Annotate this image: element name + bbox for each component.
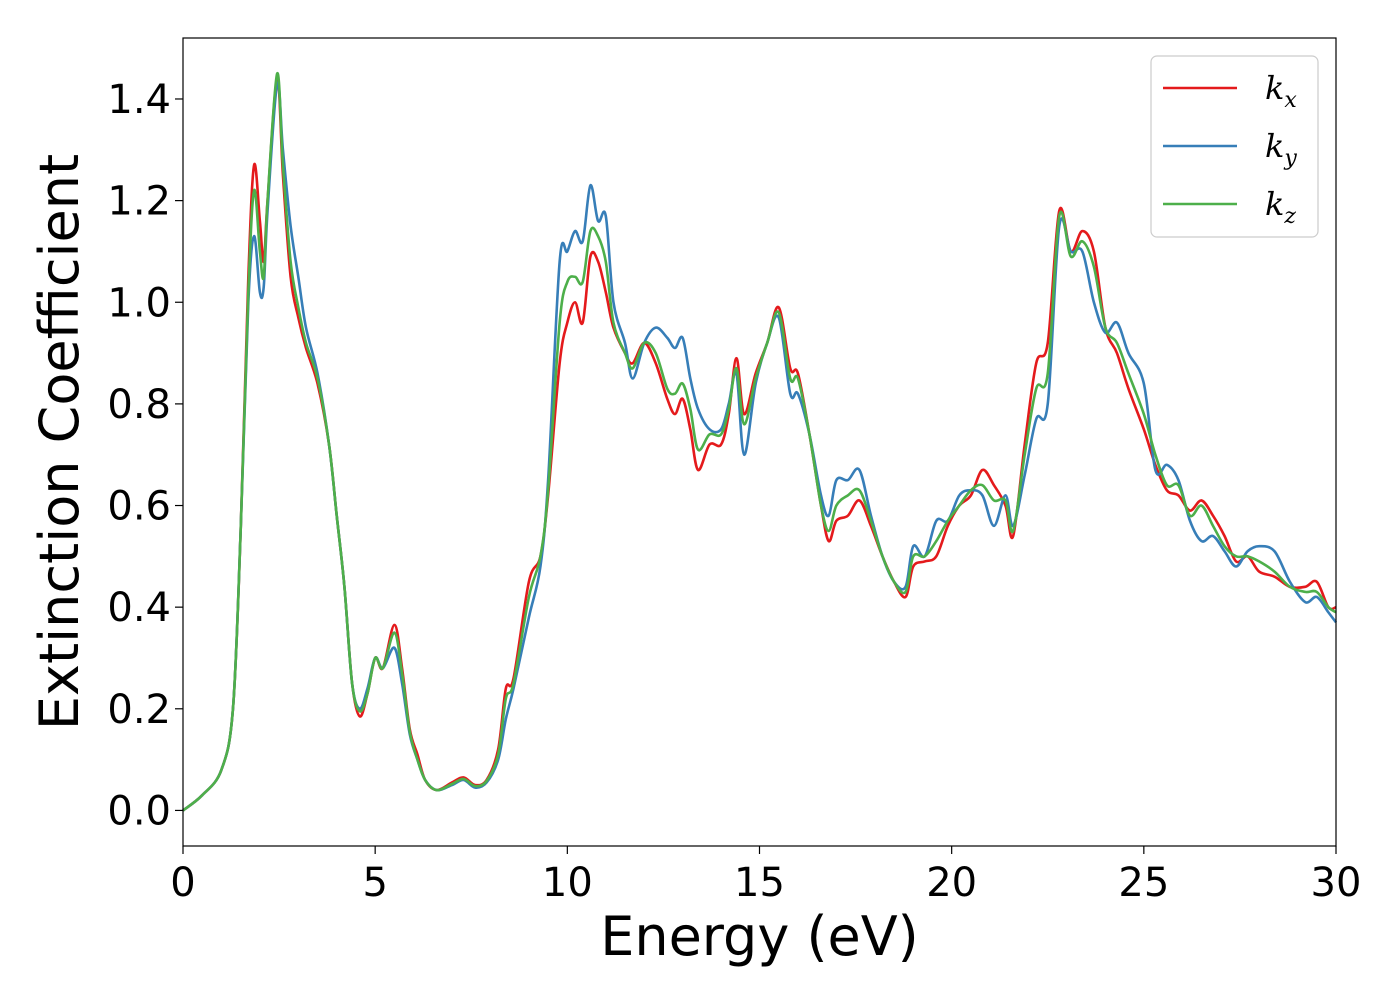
y-tick-label: 0.8	[107, 382, 171, 428]
y-tick-label: 1.4	[107, 77, 171, 123]
x-tick-label: 20	[926, 860, 977, 906]
series-line-z	[182, 72, 1337, 812]
y-tick-label: 0.0	[107, 788, 171, 834]
y-tick-label: 1.2	[107, 179, 171, 225]
series-lines	[182, 72, 1338, 812]
y-tick-label: 0.6	[107, 484, 171, 530]
x-tick-label: 15	[734, 860, 785, 906]
x-tick-label: 10	[542, 860, 593, 906]
legend-label-y: ky	[1265, 127, 1297, 171]
y-tick-label: 1.0	[107, 280, 171, 326]
y-tick-label: 0.2	[107, 687, 171, 733]
y-tick-label: 0.4	[107, 585, 171, 631]
legend-label-x: kx	[1265, 69, 1297, 113]
plot-frame	[182, 37, 1337, 847]
x-tick-label: 30	[1311, 860, 1362, 906]
y-axis-title: Extinction Coefficient	[28, 154, 91, 730]
x-tick-label: 25	[1118, 860, 1169, 906]
x-axis-title: Energy (eV)	[600, 905, 919, 968]
axis-ticks: 0 5 10 15 20 25 30 0.0 0.2 0.4 0.6 0.8 1.0 1.2 1.4	[107, 77, 1361, 906]
x-tick-label: 5	[362, 860, 387, 906]
x-tick-label: 0	[170, 860, 195, 906]
